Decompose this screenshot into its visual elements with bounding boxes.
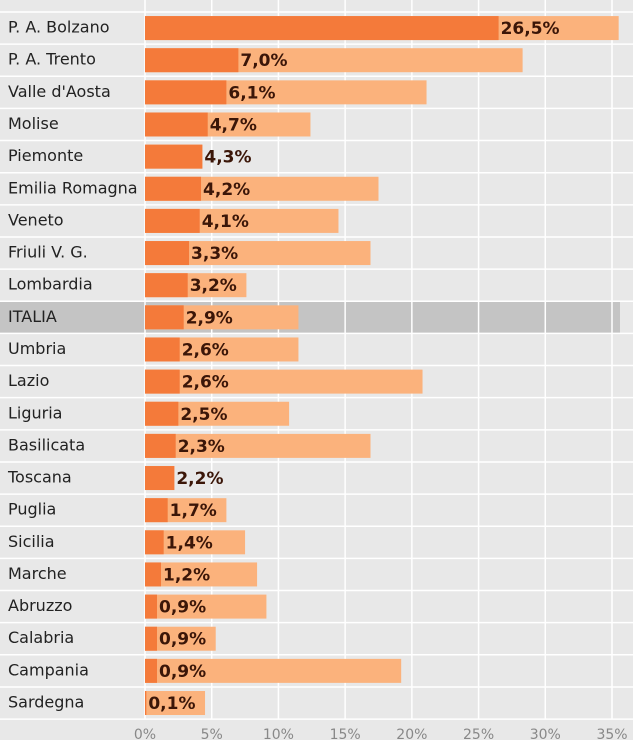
- x-tick-label: 10%: [263, 727, 294, 740]
- category-label: Marche: [8, 564, 67, 583]
- bar: [145, 369, 180, 394]
- x-tick-label: 30%: [530, 727, 561, 740]
- category-label: Umbria: [8, 339, 66, 358]
- category-label: Lombardia: [8, 275, 93, 294]
- category-label: Valle d'Aosta: [8, 82, 111, 101]
- bar: [145, 658, 158, 683]
- category-label: Veneto: [8, 210, 64, 229]
- bar: [145, 273, 188, 298]
- category-label: Calabria: [8, 628, 74, 647]
- value-label: 26,5%: [501, 19, 560, 39]
- category-label: Abruzzo: [8, 596, 72, 615]
- value-label: 2,9%: [186, 308, 233, 328]
- x-tick-label: 15%: [330, 727, 361, 740]
- bar: [145, 433, 371, 458]
- category-label: Sardegna: [8, 693, 84, 712]
- value-label: 1,4%: [166, 533, 213, 553]
- bar: [145, 691, 147, 716]
- bar: [145, 562, 162, 587]
- bar: [145, 369, 423, 394]
- x-tick-label: 0%: [134, 727, 156, 740]
- bar: [145, 466, 175, 491]
- bar: [145, 337, 180, 362]
- category-label: Liguria: [8, 403, 62, 422]
- value-label: 0,9%: [159, 662, 206, 682]
- bar: [145, 562, 258, 587]
- value-label: 0,9%: [159, 598, 206, 618]
- bar: [145, 241, 190, 266]
- category-label: Campania: [8, 660, 89, 679]
- bar: [145, 241, 371, 266]
- category-label: Molise: [8, 114, 59, 133]
- category-label: P. A. Bolzano: [8, 18, 110, 37]
- x-tick-label: 20%: [396, 727, 427, 740]
- bar: [145, 498, 168, 523]
- category-label: Toscana: [7, 468, 72, 487]
- bar: [145, 80, 227, 105]
- value-label: 4,7%: [210, 115, 257, 135]
- value-label: 2,6%: [182, 373, 229, 393]
- value-label: 2,2%: [176, 469, 223, 489]
- category-label: Piemonte: [8, 146, 83, 165]
- bar: [145, 658, 402, 683]
- value-label: 2,6%: [182, 340, 229, 360]
- bar: [145, 176, 202, 201]
- category-label: ITALIA: [8, 307, 57, 326]
- value-label: 4,1%: [202, 212, 249, 232]
- x-tick-label: 25%: [463, 727, 494, 740]
- value-label: 3,2%: [190, 276, 237, 296]
- bar: [145, 691, 206, 716]
- bar: [145, 594, 158, 619]
- bar: [145, 16, 499, 41]
- category-label: P. A. Trento: [8, 50, 96, 69]
- category-label: Puglia: [8, 500, 56, 519]
- bar: [145, 530, 164, 555]
- bar: [145, 305, 184, 330]
- bar: [145, 48, 239, 73]
- bar: [145, 144, 203, 169]
- category-label: Lazio: [8, 371, 49, 390]
- value-label: 3,3%: [191, 244, 238, 264]
- value-label: 4,2%: [203, 180, 250, 200]
- value-label: 4,3%: [204, 148, 251, 168]
- x-tick-label: 35%: [596, 727, 627, 740]
- x-tick-label: 5%: [201, 727, 223, 740]
- value-label: 6,1%: [228, 83, 275, 103]
- bar: [145, 401, 179, 426]
- bar: [145, 626, 158, 651]
- bar: [145, 433, 176, 458]
- bar: [145, 594, 267, 619]
- bar: [145, 208, 200, 233]
- highlight-row: [0, 301, 620, 334]
- category-label: Sicilia: [8, 532, 55, 551]
- value-label: 0,9%: [159, 630, 206, 650]
- category-label: Friuli V. G.: [8, 243, 88, 262]
- value-label: 1,2%: [163, 565, 210, 585]
- value-label: 1,7%: [170, 501, 217, 521]
- category-label: Basilicata: [8, 435, 85, 454]
- category-label: Emilia Romagna: [8, 178, 138, 197]
- bar: [145, 112, 208, 137]
- value-label: 2,3%: [178, 437, 225, 457]
- value-label: 2,5%: [180, 405, 227, 425]
- value-label: 0,1%: [148, 694, 195, 714]
- value-label: 7,0%: [240, 51, 287, 71]
